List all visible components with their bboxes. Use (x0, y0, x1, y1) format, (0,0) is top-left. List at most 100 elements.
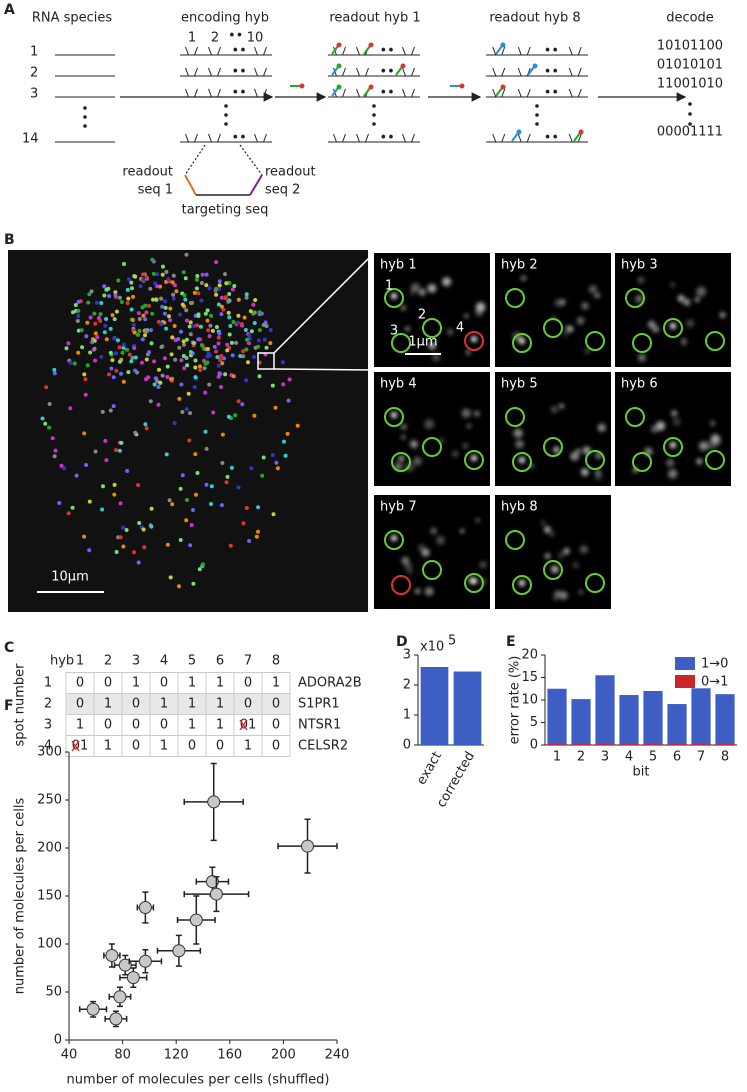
y-tick-label: 200 (37, 841, 62, 856)
signal (424, 419, 435, 430)
rna-spot (98, 319, 103, 323)
rna-spot (145, 275, 149, 280)
rna-spot (64, 346, 69, 351)
rna-spot (129, 359, 134, 364)
rna-spot (231, 374, 236, 379)
rna-spot (167, 498, 172, 503)
rna-spot (286, 398, 291, 403)
rna-spot (230, 353, 235, 358)
spot-number: 4 (44, 739, 52, 754)
signal (552, 594, 560, 601)
rna-spot (246, 360, 250, 365)
rna-spot (260, 473, 265, 478)
rna-spot (136, 311, 141, 316)
signal (563, 547, 570, 555)
error-mark (239, 719, 248, 731)
hyb-label: hyb 6 (621, 377, 658, 392)
signal (597, 423, 606, 432)
rna-spot (99, 354, 104, 359)
spot-number: 3 (44, 718, 52, 733)
rna-spot (130, 355, 135, 360)
code: 11001010 (657, 77, 723, 92)
rna-spot (214, 260, 219, 265)
rna-spot (75, 319, 80, 323)
rna-spot (165, 375, 170, 379)
signal (683, 298, 691, 306)
rna-spot (149, 524, 154, 529)
rna-spot (219, 295, 224, 300)
rna-spot (100, 409, 105, 414)
rna-spot (247, 539, 252, 543)
signal (575, 448, 581, 454)
signal (696, 458, 703, 465)
rna-spot (153, 376, 158, 381)
dotted-link (239, 144, 263, 176)
rna-spot (251, 302, 256, 307)
rna-spot (220, 432, 225, 437)
table-bit: 0 (76, 697, 84, 712)
rna-spot (214, 325, 219, 329)
rna-spot (156, 385, 161, 389)
scale-label: 1µm (408, 335, 437, 350)
table-header: 8 (272, 654, 280, 669)
rna-spot (227, 292, 232, 296)
rna-spot (164, 269, 169, 274)
ellipsis-dot (83, 115, 87, 119)
signal (699, 441, 709, 451)
rna-spot (168, 575, 173, 580)
rna-spot (168, 306, 173, 311)
ellipsis-dot (688, 102, 692, 106)
rna-spot (174, 289, 179, 294)
rna-spot (177, 345, 182, 350)
bar (571, 699, 591, 745)
table-header: 1 (76, 654, 84, 669)
table-bit: 1 (132, 676, 140, 691)
y-tick-label: 2 (403, 678, 411, 693)
rna-spot (219, 354, 224, 358)
rna-spot (248, 309, 253, 314)
readout-probe (511, 132, 519, 142)
rna-spot (181, 270, 186, 275)
rna-spot (198, 364, 202, 369)
x-tick-label: 2 (577, 750, 585, 765)
signal (637, 353, 647, 362)
rna-spot (47, 425, 52, 430)
rna-spot (228, 324, 233, 328)
rna-spot (80, 345, 85, 350)
rna-spot (207, 286, 212, 291)
rna-spot (199, 298, 204, 303)
scale-label: 10µm (51, 570, 88, 585)
rna-spot (59, 463, 64, 468)
rna-spot (148, 286, 153, 291)
x-tick-label: 3 (601, 750, 609, 765)
signal (404, 326, 410, 332)
rna-spot (230, 287, 235, 292)
rna-spot (129, 280, 134, 285)
rna-spot (241, 521, 246, 526)
rna-spot (197, 567, 202, 572)
rna-spot (227, 315, 232, 320)
rna-spot (172, 283, 177, 288)
ellipsis-dot (535, 104, 539, 108)
rna-spot (62, 466, 67, 471)
rna-spot (141, 272, 146, 277)
rna-spot (100, 507, 105, 512)
signal (412, 456, 423, 466)
y-label: error rate (%) (508, 656, 523, 745)
readout-site (517, 88, 531, 98)
spot-circle (505, 288, 525, 308)
species-label: 1 (30, 45, 38, 60)
probe-icon (459, 83, 465, 89)
hyb-label: hyb 4 (380, 377, 417, 392)
ellipsis-dot (83, 106, 87, 110)
readout-site (492, 88, 506, 98)
rna-spot (204, 482, 209, 487)
y-tick-label: 20 (521, 648, 538, 663)
rna-spot (114, 309, 119, 314)
rna-spot (50, 436, 55, 441)
bar (595, 744, 615, 745)
column-header: encoding hyb (181, 11, 269, 26)
rna-spot (216, 374, 221, 379)
rna-spot (121, 342, 126, 347)
y-tick-label: 0 (530, 738, 538, 753)
